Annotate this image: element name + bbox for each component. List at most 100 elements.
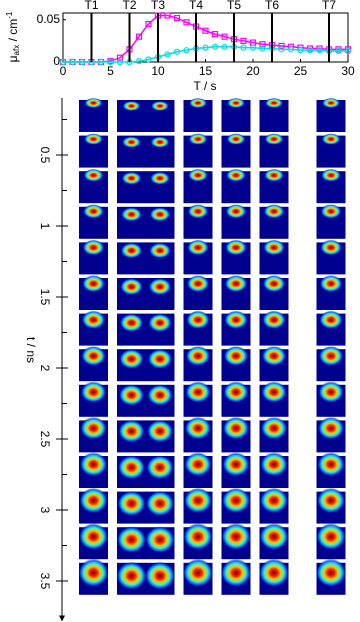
heatmap-spot <box>146 455 174 480</box>
heatmap-image <box>259 452 289 488</box>
heatmap-spot <box>221 558 251 587</box>
heatmap-spot <box>78 558 109 587</box>
time-axis-arrow <box>59 615 65 622</box>
heatmap-image <box>145 526 175 560</box>
heatmap-spot <box>183 487 213 514</box>
heatmap-spot <box>224 275 248 293</box>
heatmap-image <box>316 133 346 168</box>
series-line <box>63 46 348 63</box>
heatmap-spot <box>146 420 174 443</box>
point <box>135 58 143 65</box>
heatmap-image <box>221 346 251 382</box>
heatmap-image <box>221 487 251 524</box>
heatmap-image <box>259 168 289 204</box>
heatmap-image <box>117 349 146 382</box>
heatmap-image <box>259 239 289 275</box>
heatmap-spot <box>184 452 212 477</box>
heatmap-image <box>259 133 289 168</box>
heatmap-spot <box>261 346 287 366</box>
heatmap-spot <box>80 381 107 403</box>
heatmap-image <box>221 98 251 132</box>
heatmap-spot <box>317 452 345 477</box>
time-tick-label: 2 <box>38 365 52 372</box>
heatmap-image <box>145 490 175 524</box>
series-line <box>63 14 348 63</box>
heatmap-spot <box>321 133 341 145</box>
heatmap-image <box>117 206 146 239</box>
heatmap-spot <box>147 384 173 406</box>
heatmap-spot <box>226 168 246 182</box>
point <box>173 14 181 22</box>
point <box>69 58 76 66</box>
heatmap-image <box>79 346 108 382</box>
point <box>135 33 143 40</box>
heatmap-image <box>316 346 346 382</box>
heatmap-spot <box>150 171 170 185</box>
heatmap-image <box>221 523 251 560</box>
heatmap-image <box>183 417 213 453</box>
heatmap-spot <box>183 558 213 587</box>
heatmap-image <box>145 455 175 488</box>
x-tick-label: 5 <box>107 64 114 78</box>
heatmap-image <box>316 558 346 595</box>
heatmap-image <box>78 558 109 595</box>
heatmap-image <box>221 168 251 204</box>
x-tick-label: 30 <box>341 64 355 78</box>
y-tick-label: 0 <box>53 54 60 68</box>
x-axis-label: T / s <box>193 79 216 93</box>
x-tick-label: 25 <box>294 64 308 78</box>
heatmap-spot <box>227 98 245 108</box>
point <box>211 43 219 50</box>
heatmap-spot <box>122 101 141 111</box>
point <box>145 56 152 63</box>
heatmap-image <box>221 381 251 417</box>
heatmap-image <box>259 523 289 560</box>
time-marker-label: T1 <box>84 0 98 12</box>
heatmap-image <box>79 452 108 488</box>
heatmap-spot <box>119 349 144 369</box>
heatmap-spot <box>260 452 288 477</box>
heatmap-image <box>116 561 147 595</box>
heatmap-image <box>183 204 213 239</box>
heatmap-spot <box>221 487 251 514</box>
heatmap-spot <box>151 101 169 111</box>
point <box>306 47 314 54</box>
point <box>183 47 190 54</box>
heatmap-image <box>117 100 146 132</box>
plot-frame <box>62 12 349 63</box>
time-tick-label: 1.5 <box>38 289 52 306</box>
heatmap-image <box>145 349 175 382</box>
heatmap-spot <box>79 487 108 514</box>
heatmap-image <box>316 523 346 560</box>
heatmap-image <box>259 275 289 310</box>
heatmap-spot <box>118 384 145 406</box>
point <box>173 48 181 55</box>
heatmap-spot <box>149 207 171 222</box>
heatmap-image <box>259 487 289 524</box>
heatmap-spot <box>116 561 147 590</box>
point <box>287 46 295 53</box>
heatmap-image <box>221 133 251 168</box>
heatmap-spot <box>81 346 106 366</box>
point <box>249 44 257 51</box>
heatmap-image <box>183 98 213 132</box>
heatmap-image <box>145 313 175 346</box>
time-marker-label: T7 <box>322 0 336 12</box>
heatmap-spot <box>82 275 105 293</box>
heatmap-spot <box>183 523 213 550</box>
heatmap-spot <box>221 523 251 550</box>
point <box>107 58 114 66</box>
y-label-sup: -1 <box>5 11 14 19</box>
heatmap-spot <box>226 133 246 145</box>
heatmap-image <box>316 487 346 524</box>
heatmap-spot <box>265 98 283 108</box>
point <box>202 27 209 34</box>
heatmap-image <box>221 310 251 346</box>
heatmap-spot <box>147 349 173 369</box>
heatmap-spot <box>264 133 284 145</box>
heatmap-image <box>117 313 146 346</box>
heatmap-spot <box>121 171 142 185</box>
heatmap-image <box>116 526 147 560</box>
heatmap-image <box>79 98 108 132</box>
